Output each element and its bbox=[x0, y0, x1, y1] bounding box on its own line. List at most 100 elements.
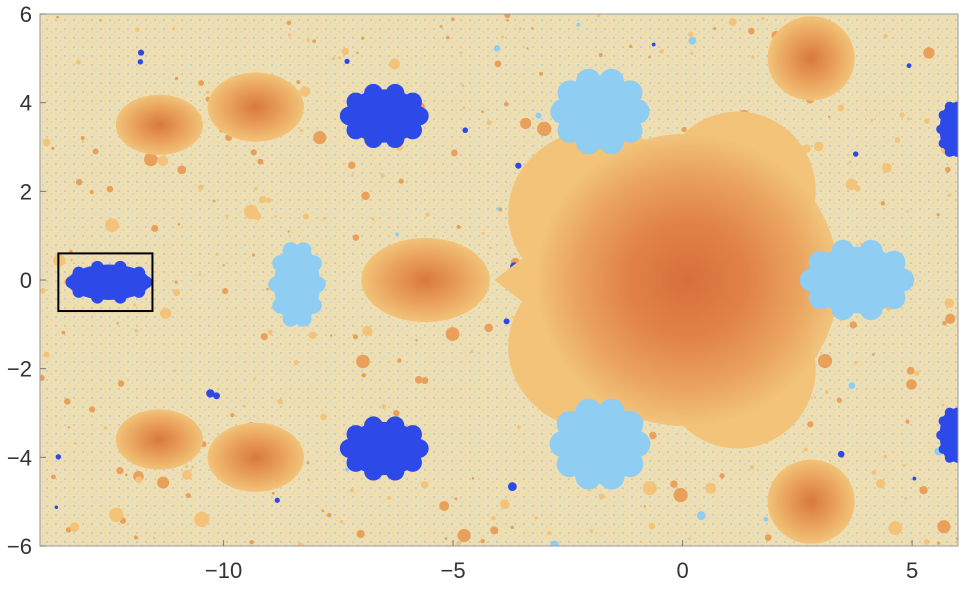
blue-speck bbox=[536, 113, 542, 119]
orange-dot bbox=[487, 120, 492, 125]
deep-blue-set-bud bbox=[364, 416, 383, 435]
orange-dot bbox=[643, 481, 657, 495]
orange-dot bbox=[296, 80, 300, 84]
orange-dot bbox=[288, 33, 291, 36]
orange-dot bbox=[872, 470, 876, 474]
orange-dot bbox=[206, 90, 210, 94]
light-blue-set-bud bbox=[598, 399, 624, 425]
orange-dot bbox=[945, 298, 955, 308]
light-blue-set-bud bbox=[576, 129, 601, 154]
orange-dot bbox=[158, 156, 168, 166]
orange-dot bbox=[526, 47, 528, 49]
orange-dot bbox=[690, 52, 693, 55]
orange-dot bbox=[906, 379, 917, 390]
orange-dot bbox=[486, 301, 488, 303]
orange-dot bbox=[309, 331, 317, 339]
deep-blue-set-bud bbox=[347, 121, 366, 140]
orange-dot bbox=[481, 110, 484, 113]
orange-dot bbox=[56, 16, 59, 19]
orange-dot bbox=[461, 84, 464, 87]
orange-dot bbox=[457, 529, 470, 542]
orange-dot bbox=[688, 32, 693, 37]
orange-dot bbox=[644, 505, 646, 507]
orange-dot bbox=[750, 465, 754, 469]
orange-dot bbox=[506, 19, 509, 22]
orange-dot bbox=[198, 80, 204, 86]
orange-lobe bbox=[768, 16, 855, 100]
orange-dot bbox=[415, 339, 417, 341]
orange-dot bbox=[501, 35, 504, 38]
light-blue-set-bud bbox=[295, 311, 311, 327]
blue-speck bbox=[508, 482, 517, 491]
orange-dot bbox=[125, 474, 128, 477]
orange-dot bbox=[90, 190, 94, 194]
orange-dot bbox=[838, 105, 845, 112]
orange-dot bbox=[421, 377, 428, 384]
orange-dot bbox=[648, 56, 651, 59]
orange-dot bbox=[266, 198, 271, 203]
deep-blue-set-bud bbox=[945, 408, 955, 418]
orange-dot bbox=[872, 353, 875, 356]
cardioid-core bbox=[536, 134, 839, 427]
orange-dot bbox=[945, 167, 951, 173]
orange-dot bbox=[350, 488, 354, 492]
orange-dot bbox=[186, 493, 191, 498]
orange-dot bbox=[261, 333, 268, 340]
orange-dot bbox=[480, 539, 484, 543]
orange-dot bbox=[482, 232, 485, 235]
orange-dot bbox=[93, 148, 99, 154]
deep-blue-set-bud bbox=[936, 430, 946, 440]
blue-speck bbox=[853, 151, 858, 156]
orange-dot bbox=[43, 352, 49, 358]
blue-speck bbox=[138, 59, 143, 64]
light-blue-set-bud bbox=[859, 297, 882, 320]
orange-dot bbox=[253, 212, 261, 220]
orange-dot bbox=[942, 321, 947, 326]
orange-dot bbox=[333, 396, 335, 398]
orange-dot bbox=[249, 540, 253, 544]
orange-dot bbox=[70, 522, 80, 532]
orange-dot bbox=[531, 27, 534, 30]
orange-dot bbox=[300, 129, 303, 132]
orange-dot bbox=[519, 27, 522, 30]
orange-dot bbox=[274, 215, 276, 217]
orange-dot bbox=[871, 119, 874, 122]
central-cardioid bbox=[494, 112, 838, 449]
orange-dot bbox=[104, 426, 107, 429]
orange-dot bbox=[905, 420, 909, 424]
deep-blue-set-bud bbox=[364, 129, 383, 148]
orange-dot bbox=[539, 72, 543, 76]
orange-dot bbox=[242, 405, 245, 408]
deep-blue-set-bud bbox=[945, 102, 955, 112]
blue-speck bbox=[504, 318, 510, 324]
blue-speck bbox=[515, 163, 521, 169]
blue-speck bbox=[912, 477, 916, 481]
orange-dot bbox=[259, 196, 266, 203]
orange-dot bbox=[225, 215, 228, 218]
orange-dot bbox=[854, 361, 857, 364]
orange-dot bbox=[109, 508, 123, 522]
orange-dot bbox=[76, 60, 81, 65]
orange-dot bbox=[135, 27, 140, 32]
orange-dot bbox=[362, 373, 366, 377]
orange-dot bbox=[43, 139, 51, 147]
orange-dot bbox=[393, 410, 399, 416]
orange-dot bbox=[105, 218, 119, 232]
orange-dot bbox=[340, 520, 343, 523]
orange-dot bbox=[381, 404, 386, 409]
deep-blue-set-bud bbox=[133, 267, 145, 279]
orange-lobe bbox=[116, 95, 203, 155]
orange-dot bbox=[914, 370, 919, 375]
orange-dot bbox=[356, 355, 370, 369]
orange-dot bbox=[160, 308, 171, 319]
orange-dot bbox=[421, 481, 429, 489]
orange-dot bbox=[294, 360, 299, 365]
orange-dot bbox=[177, 165, 186, 174]
orange-dot bbox=[62, 331, 66, 335]
orange-dot bbox=[362, 326, 372, 336]
deep-blue-set-bud bbox=[386, 462, 405, 481]
orange-dot bbox=[504, 12, 510, 18]
orange-dot bbox=[272, 492, 275, 495]
orange-dot bbox=[133, 303, 136, 306]
